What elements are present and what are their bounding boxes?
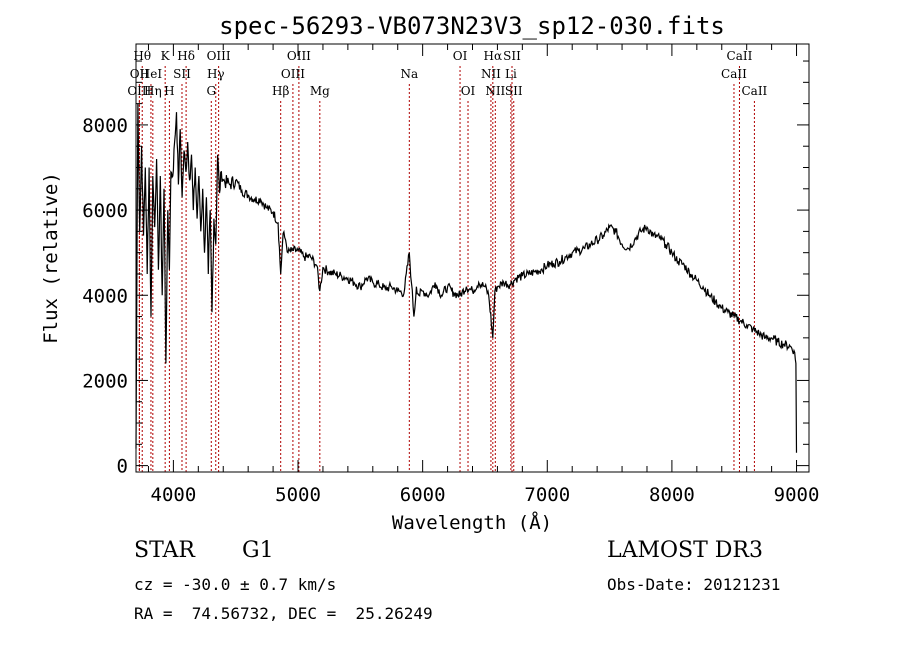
x-tick-label: 9000 <box>774 484 820 506</box>
obs-date-text: Obs-Date: 20121231 <box>607 575 781 594</box>
spectral-line-label: Hβ <box>272 84 289 98</box>
spectral-line-label: Hα <box>484 49 503 63</box>
spectral-line-label: SII <box>173 67 191 81</box>
spectral-line-label: CaII <box>721 67 747 81</box>
y-tick-label: 2000 <box>82 370 128 392</box>
spectral-line-label: Hδ <box>177 49 195 63</box>
spectral-line-label: OIII <box>287 49 311 63</box>
spectral-line-label: OIII <box>281 67 305 81</box>
spectral-line-label: H <box>164 84 174 98</box>
spectral-line-label: SII <box>505 84 523 98</box>
object-class: STAR <box>134 538 195 563</box>
spectral-line-label: HeI <box>140 67 163 81</box>
spectral-line-label: Mg <box>310 84 330 98</box>
redshift-text: cz = -30.0 ± 0.7 km/s <box>134 575 337 594</box>
spectral-line-label: Hθ <box>133 49 151 63</box>
spectral-line-label: K <box>161 49 171 63</box>
spectral-line-label: NII <box>485 84 505 98</box>
spectral-line-label: CaII <box>741 84 767 98</box>
coordinates-text: RA = 74.56732, DEC = 25.26249 <box>134 604 433 623</box>
y-axis-label: Flux (relative) <box>40 172 62 344</box>
spectral-line-label: OII <box>130 67 150 81</box>
spectral-line-label: OI <box>461 84 476 98</box>
x-tick-label: 6000 <box>400 484 446 506</box>
y-tick-label: 6000 <box>82 200 128 222</box>
spectrum-series-line <box>135 103 798 453</box>
y-tick-label: 8000 <box>82 115 128 137</box>
y-tick-label: 0 <box>117 456 128 478</box>
y-tick-label: 4000 <box>82 285 128 307</box>
spectral-line-label: SII <box>503 49 521 63</box>
axis-ticks-layer: 4000 5000 6000 7000 8000 9000 0 2000 4000 6000 800… <box>82 44 819 506</box>
spectral-line-label: Hη <box>144 84 162 98</box>
x-axis-label: Wavelength (Å) <box>392 511 552 534</box>
spectral-line-label: Hγ <box>207 67 225 81</box>
spectral-line-label: Na <box>400 67 418 81</box>
x-tick-label: 5000 <box>275 484 321 506</box>
spectral-line-label: OIII <box>127 84 151 98</box>
x-tick-label: 4000 <box>151 484 197 506</box>
spectral-line-label: G <box>206 84 216 98</box>
x-tick-label: 8000 <box>649 484 695 506</box>
plot-frame <box>135 43 810 473</box>
spectral-line-label: OI <box>453 49 468 63</box>
spectral-line-label: Li <box>505 67 517 81</box>
object-subclass: G1 <box>242 538 274 563</box>
spectral-line-label: NII <box>481 67 501 81</box>
x-tick-label: 7000 <box>524 484 570 506</box>
chart-title: spec-56293-VB073N23V3_sp12-030.fits <box>219 12 725 40</box>
survey-name: LAMOST DR3 <box>607 538 763 563</box>
spectral-line-label: OIII <box>207 49 231 63</box>
spectral-line-label: CaII <box>727 49 753 63</box>
